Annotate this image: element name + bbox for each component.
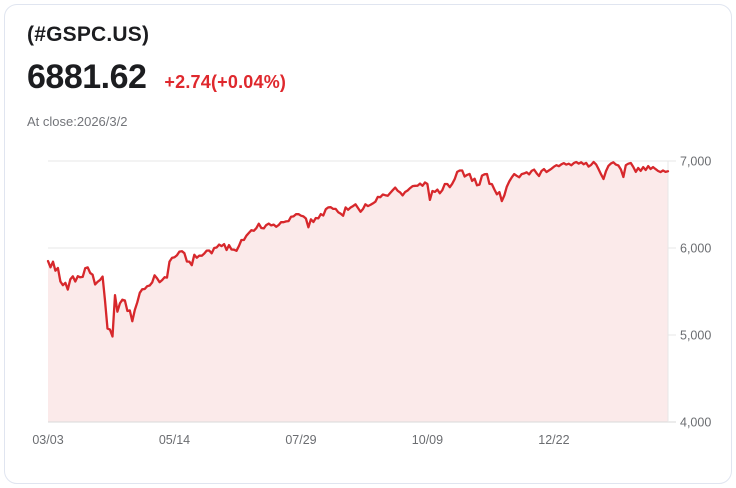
series-area	[48, 162, 668, 422]
price-chart: 7,000 6,000 5,000 4,000 03/03 05/14 07/29 10/09…	[32, 155, 711, 448]
x-axis-label: 10/09	[412, 433, 443, 447]
y-axis-label: 5,000	[680, 329, 711, 343]
x-axis-label: 05/14	[159, 433, 190, 447]
at-close-label: At close:2026/3/2	[27, 114, 128, 129]
price-change: +2.74(+0.04%)	[164, 72, 287, 92]
x-axis-label: 03/03	[32, 433, 63, 447]
series-line	[46, 160, 670, 338]
quote-card: (#GSPC.US) 6881.62 +2.74(+0.04%) At clos…	[4, 4, 732, 484]
x-axis-label: 07/29	[285, 433, 316, 447]
price-row: 6881.62 +2.74(+0.04%)	[27, 57, 286, 98]
symbol-title: (#GSPC.US)	[27, 23, 150, 46]
y-axis-label: 7,000	[680, 155, 711, 169]
y-axis-label: 6,000	[680, 242, 711, 256]
last-price: 6881.62	[27, 58, 147, 96]
x-axis-label: 12/22	[538, 433, 569, 447]
y-axis-label: 4,000	[680, 416, 711, 430]
